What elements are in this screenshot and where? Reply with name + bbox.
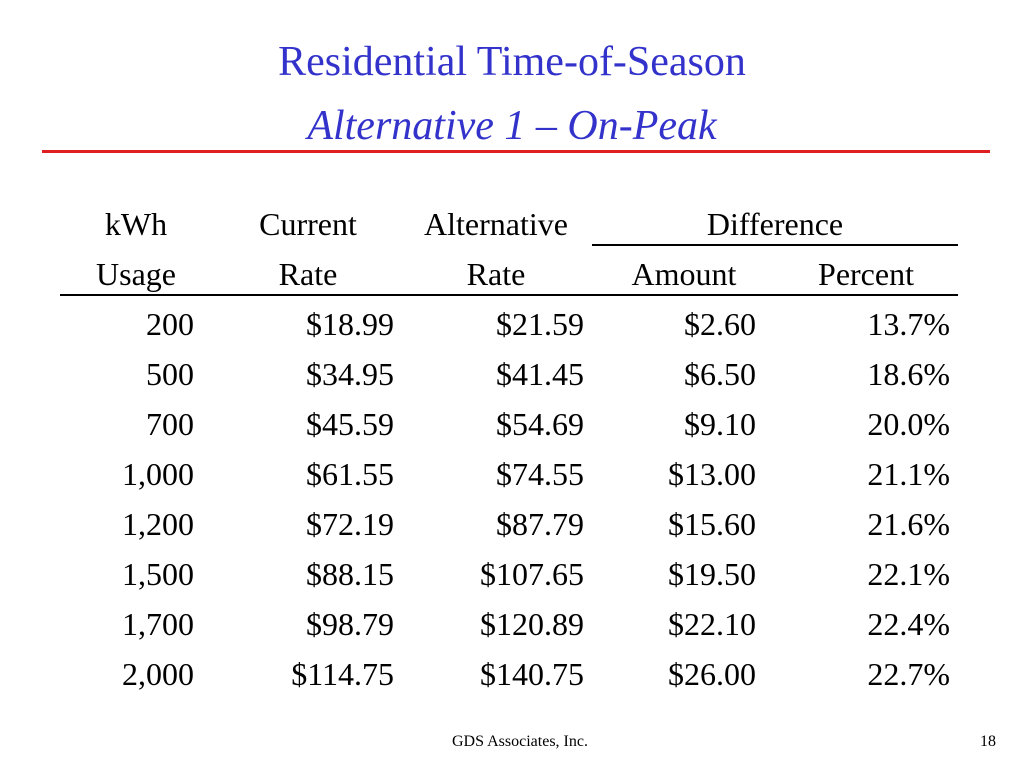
current-rate-cell: $45.59: [306, 406, 394, 442]
page-number: 18: [980, 733, 996, 750]
header-difference: Difference: [706, 206, 844, 242]
difference-percent-cell: 22.7%: [867, 656, 950, 692]
current-rate-cell: $88.15: [306, 556, 394, 592]
alternative-rate-cell: $140.75: [480, 656, 584, 692]
difference-percent-cell: 13.7%: [867, 306, 950, 342]
header-percent: Percent: [818, 256, 914, 292]
slide-subtitle: Alternative 1 – On-Peak: [307, 103, 717, 149]
difference-amount-cell: $15.60: [668, 506, 756, 542]
alternative-rate-cell: $41.45: [496, 356, 584, 392]
header-alternative-rate: Rate: [466, 256, 526, 292]
footer-company: GDS Associates, Inc.: [452, 733, 588, 750]
header-amount: Amount: [631, 256, 737, 292]
kwh-usage-cell: 1,700: [122, 606, 194, 642]
alternative-rate-cell: $87.79: [496, 506, 584, 542]
slide-title: Residential Time-of-Season: [278, 39, 746, 85]
kwh-usage-cell: 1,500: [122, 556, 194, 592]
title-divider: [42, 150, 990, 153]
difference-percent-cell: 21.1%: [867, 456, 950, 492]
difference-percent-cell: 18.6%: [867, 356, 950, 392]
difference-amount-cell: $6.50: [684, 356, 756, 392]
current-rate-cell: $34.95: [306, 356, 394, 392]
header-alternative: Alternative: [424, 206, 568, 242]
alternative-rate-cell: $54.69: [496, 406, 584, 442]
alternative-rate-cell: $120.89: [480, 606, 584, 642]
difference-percent-cell: 22.4%: [867, 606, 950, 642]
difference-amount-cell: $26.00: [668, 656, 756, 692]
header-current: Current: [259, 206, 357, 242]
header-current-rate: Rate: [278, 256, 338, 292]
kwh-usage-cell: 700: [146, 406, 194, 442]
difference-percent-cell: 20.0%: [867, 406, 950, 442]
current-rate-cell: $114.75: [291, 656, 394, 692]
difference-amount-cell: $2.60: [684, 306, 756, 342]
alternative-rate-cell: $74.55: [496, 456, 584, 492]
current-rate-cell: $61.55: [306, 456, 394, 492]
header-kwh: kWh: [104, 206, 168, 242]
kwh-usage-cell: 1,200: [122, 506, 194, 542]
difference-amount-cell: $9.10: [684, 406, 756, 442]
kwh-usage-cell: 200: [146, 306, 194, 342]
current-rate-cell: $18.99: [306, 306, 394, 342]
alternative-rate-cell: $21.59: [496, 306, 584, 342]
difference-amount-cell: $19.50: [668, 556, 756, 592]
header-underline: [60, 294, 958, 296]
header-usage: Usage: [96, 256, 176, 292]
difference-percent-cell: 22.1%: [867, 556, 950, 592]
alternative-rate-cell: $107.65: [480, 556, 584, 592]
kwh-usage-cell: 500: [146, 356, 194, 392]
current-rate-cell: $72.19: [306, 506, 394, 542]
difference-percent-cell: 21.6%: [867, 506, 950, 542]
kwh-usage-cell: 2,000: [122, 656, 194, 692]
difference-amount-cell: $13.00: [668, 456, 756, 492]
difference-amount-cell: $22.10: [668, 606, 756, 642]
kwh-usage-cell: 1,000: [122, 456, 194, 492]
current-rate-cell: $98.79: [306, 606, 394, 642]
difference-underline: [592, 244, 958, 246]
